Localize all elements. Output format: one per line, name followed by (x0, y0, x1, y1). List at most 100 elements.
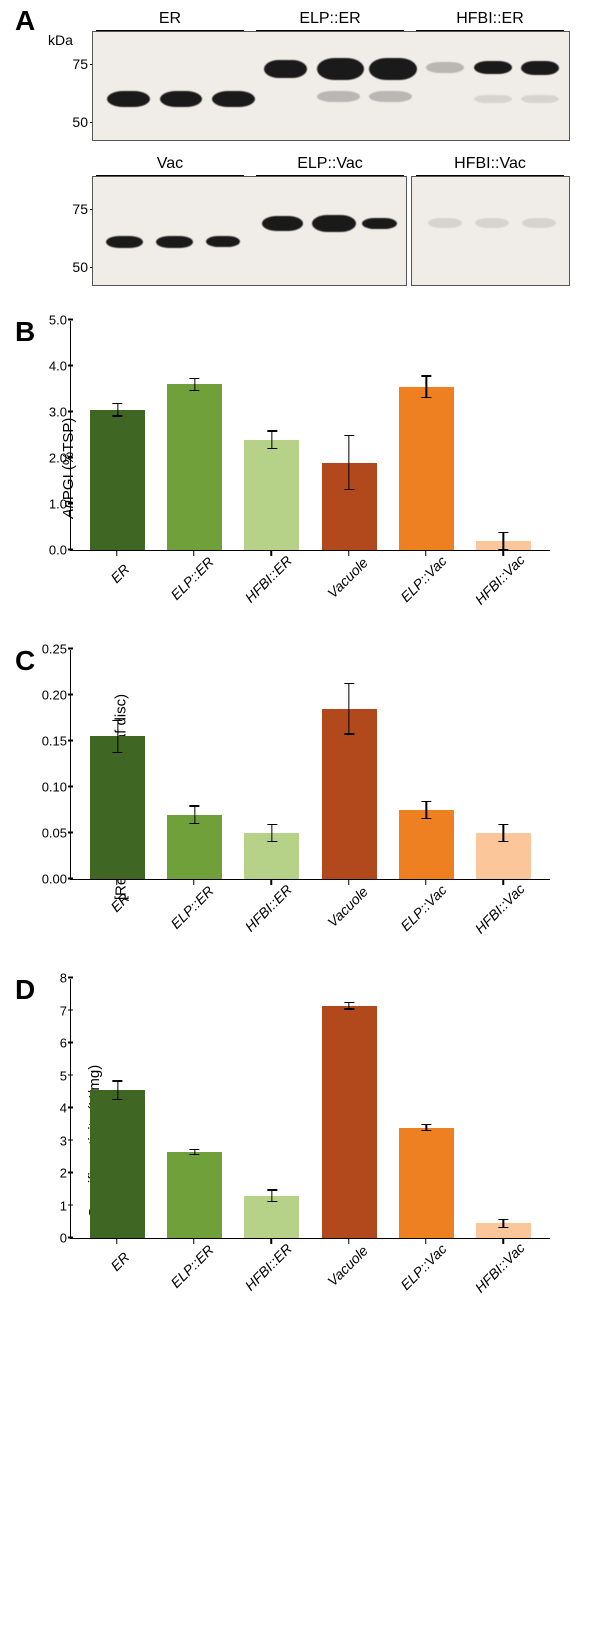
x-label: ELP::Vac (397, 553, 449, 605)
ytick: 2.0 (33, 451, 67, 466)
x-label: ER (107, 890, 132, 915)
mw-50: 50 (72, 114, 88, 130)
x-label: Vacuole (324, 883, 371, 930)
bar (244, 440, 299, 550)
bar (90, 410, 145, 550)
error-bar (194, 1149, 195, 1156)
error-bar (348, 435, 349, 490)
error-bar (271, 430, 272, 448)
error-bar (503, 532, 504, 550)
x-label: ELP::Vac (397, 882, 449, 934)
mw-75: 75 (72, 201, 88, 217)
error-bar (194, 805, 195, 823)
ytick: 0.0 (33, 543, 67, 558)
chart-b: AnPGI (%TSP) 0.01.02.03.04.05.0 ERELP::E… (70, 321, 590, 615)
mw-50: 50 (72, 259, 88, 275)
x-label: ER (107, 1249, 132, 1274)
mw-75: 75 (72, 56, 88, 72)
error-bar (348, 1002, 349, 1010)
panel-c: C [Reducing Sugar] (µg/leaf disc) 0.000.… (10, 650, 590, 944)
ytick: 0.20 (33, 688, 67, 703)
mw-axis-top: 75 50 (50, 31, 92, 141)
error-bar (426, 1124, 427, 1132)
x-label: ELP::ER (167, 554, 216, 603)
x-label: ER (107, 561, 132, 586)
bar (399, 1128, 454, 1239)
blot-header: HFBI::Vac (454, 155, 526, 172)
error-bar (117, 720, 118, 753)
x-label: ELP::ER (167, 883, 216, 932)
bar (167, 384, 222, 550)
ytick: 8 (33, 971, 67, 986)
ytick: 1.0 (33, 497, 67, 512)
blot-image-bottom-left (92, 176, 407, 286)
bar (167, 1152, 222, 1238)
x-label: Vacuole (324, 1242, 371, 1289)
blot-header: HFBI::ER (456, 10, 524, 27)
panel-b: B AnPGI (%TSP) 0.01.02.03.04.05.0 ERELP:… (10, 321, 590, 615)
mw-axis-bottom: 75 50 (50, 176, 92, 286)
error-bar (271, 1189, 272, 1202)
chart-b-xlabels: ER ELP::ER HFBI::ER Vacuole ELP::Vac HFBI::Va… (70, 555, 550, 615)
bar (167, 815, 222, 879)
blot-header: Vac (157, 155, 183, 172)
bar (399, 810, 454, 879)
error-bar (194, 378, 195, 392)
chart-c-xlabels: ER ELP::ER HFBI::ER Vacuole ELP::Vac HFBI::Va… (70, 884, 550, 944)
chart-d-plot: 012345678 (70, 979, 550, 1239)
ytick: 6 (33, 1036, 67, 1051)
ytick: 0.25 (33, 642, 67, 657)
ytick: 7 (33, 1003, 67, 1018)
x-label: HFBI::ER (242, 881, 295, 934)
bar (322, 1006, 377, 1238)
blot-bottom-group: Vac ELP::Vac HFBI::Vac 75 50 (50, 155, 570, 286)
bar (90, 1090, 145, 1238)
error-bar (503, 824, 504, 842)
blot-image-bottom-right (411, 176, 570, 286)
chart-d-xlabels: ER ELP::ER HFBI::ER Vacuole ELP::Vac HFBI::Va… (70, 1243, 550, 1303)
ytick: 0.10 (33, 780, 67, 795)
blot-header: ER (159, 10, 181, 27)
ytick: 3 (33, 1133, 67, 1148)
error-bar (503, 1219, 504, 1229)
error-bar (348, 683, 349, 735)
ytick: 3.0 (33, 405, 67, 420)
blot-header: ELP::Vac (297, 155, 363, 172)
ytick: 0 (33, 1231, 67, 1246)
blot-header: ELP::ER (299, 10, 360, 27)
error-bar (271, 824, 272, 842)
blot-image-top (92, 31, 570, 141)
ytick: 0.15 (33, 734, 67, 749)
chart-b-plot: 0.01.02.03.04.05.0 (70, 321, 550, 551)
chart-c-plot: 0.000.050.100.150.200.25 (70, 650, 550, 880)
x-label: HFBI::Vac (472, 1240, 528, 1296)
panel-a-label: A (15, 5, 35, 37)
chart-c: [Reducing Sugar] (µg/leaf disc) 0.000.05… (70, 650, 590, 944)
panel-d: D Specific activity (U/mg) 012345678 ERE… (10, 979, 590, 1303)
error-bar (426, 375, 427, 398)
ytick: 4 (33, 1101, 67, 1116)
ytick: 1 (33, 1198, 67, 1213)
x-label: ELP::Vac (397, 1241, 449, 1293)
x-label: HFBI::Vac (472, 552, 528, 608)
x-label: HFBI::ER (242, 1240, 295, 1293)
ytick: 2 (33, 1166, 67, 1181)
x-label: HFBI::Vac (472, 881, 528, 937)
ytick: 0.05 (33, 826, 67, 841)
blot-top-group: ER ELP::ER HFBI::ER 75 50 (50, 10, 570, 141)
panel-a: A kDa ER ELP::ER HFBI::ER 75 50 (10, 10, 590, 286)
blot-bottom-headers: Vac ELP::Vac HFBI::Vac (90, 155, 570, 176)
ytick: 4.0 (33, 359, 67, 374)
x-label: Vacuole (324, 554, 371, 601)
error-bar (117, 1080, 118, 1100)
error-bar (117, 403, 118, 417)
blot-top-headers: ER ELP::ER HFBI::ER (90, 10, 570, 31)
error-bar (426, 801, 427, 819)
ytick: 5.0 (33, 313, 67, 328)
ytick: 0.00 (33, 872, 67, 887)
ytick: 5 (33, 1068, 67, 1083)
bar (399, 387, 454, 550)
x-label: HFBI::ER (242, 552, 295, 605)
x-label: ELP::ER (167, 1242, 216, 1291)
chart-d: Specific activity (U/mg) 012345678 ERELP… (70, 979, 590, 1303)
